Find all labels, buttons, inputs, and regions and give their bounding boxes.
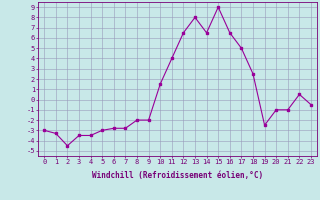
X-axis label: Windchill (Refroidissement éolien,°C): Windchill (Refroidissement éolien,°C)	[92, 171, 263, 180]
